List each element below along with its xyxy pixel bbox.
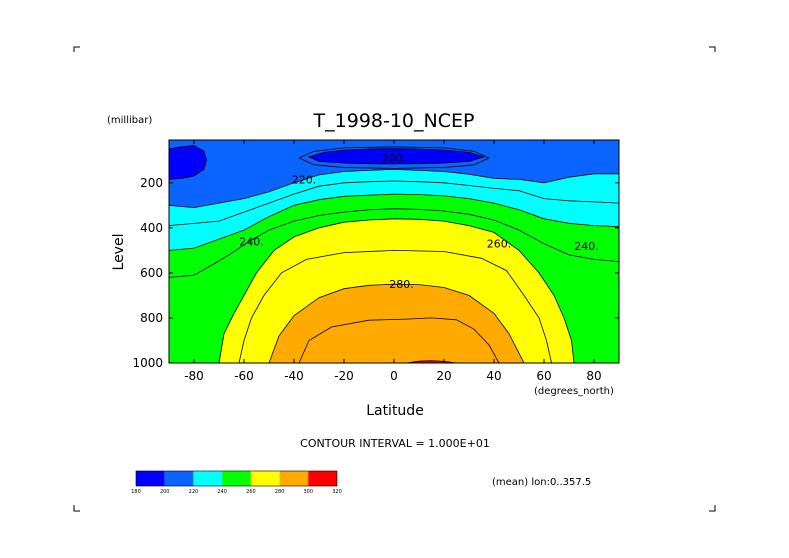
y-axis: 200 400 600 800 1000	[132, 176, 619, 370]
contour-label-0: 200.	[382, 152, 407, 165]
corner-marks	[73, 46, 716, 512]
colorbar-label: 220	[189, 489, 199, 495]
footer-mean-lon: (mean) lon:0..357.5	[492, 477, 591, 488]
x-tick-label: -40	[284, 369, 304, 383]
colorbar-label: 200	[160, 489, 170, 495]
region-temp-280-300	[268, 283, 525, 363]
y-tick-label: 800	[140, 311, 163, 325]
isotherm-270	[238, 249, 552, 363]
colorbar-swatch	[164, 471, 194, 486]
corner-mark-top-right	[709, 46, 716, 52]
isotherm-230	[169, 180, 619, 226]
x-tick-label: 0	[390, 369, 398, 383]
contour-lines	[169, 146, 619, 363]
contour-label-3: 240.	[574, 240, 599, 253]
x-units-label: (degrees_north)	[534, 386, 614, 397]
colorbar-label: 320	[332, 489, 342, 495]
x-tick-label: 40	[486, 369, 501, 383]
contour-labels: 200. 220. 240. 240. 260. 280.	[239, 152, 599, 291]
corner-mark-bottom-right	[709, 505, 716, 512]
contour-label-5: 280.	[389, 278, 414, 291]
isotherm-250	[169, 208, 619, 278]
region-temp-180-200-band	[307, 148, 486, 165]
corner-mark-bottom-left	[73, 505, 80, 512]
x-axis: -80 -60 -40 -20 0 20 40 60 80	[184, 140, 602, 383]
isotherm-210	[298, 146, 490, 169]
contour-label-2: 240.	[239, 235, 264, 248]
colorbar-swatch	[136, 471, 165, 486]
x-tick-label: 60	[536, 369, 551, 383]
contour-plot-area	[169, 140, 619, 363]
x-tick-label: -80	[184, 369, 204, 383]
colorbar-swatch	[250, 471, 280, 486]
colorbar-swatch	[222, 471, 251, 486]
y-tick-label: 1000	[132, 356, 163, 370]
contour-interval-text: CONTOUR INTERVAL = 1.000E+01	[300, 437, 490, 450]
colorbar-label: 260	[246, 489, 256, 495]
x-tick-label: 80	[586, 369, 601, 383]
region-temp-180-200-southpole	[169, 145, 207, 180]
x-axis-title: Latitude	[366, 403, 424, 419]
y-tick-label: 200	[140, 176, 163, 190]
y-tick-label: 600	[140, 266, 163, 280]
x-tick-label: -60	[234, 369, 254, 383]
y-units-label: (millibar)	[107, 115, 152, 126]
contour-label-4: 260.	[487, 238, 512, 251]
colorbar-frame	[135, 470, 338, 487]
x-tick-label: -20	[334, 369, 354, 383]
corner-mark-top-left	[73, 46, 80, 52]
colorbar-swatch	[308, 471, 337, 486]
colorbar-label: 240	[217, 489, 227, 495]
x-tick-label: 20	[436, 369, 451, 383]
isotherm-290	[298, 317, 500, 363]
colorbar-label: 180	[131, 489, 141, 495]
colorbar-label: 280	[275, 489, 285, 495]
contour-label-1: 220.	[292, 173, 317, 186]
y-axis-title: Level	[111, 234, 127, 271]
chart-title: T_1998-10_NCEP	[313, 110, 475, 132]
colorbar: 180 200 220 240 260 280 300 320	[131, 470, 342, 495]
colorbar-swatch	[279, 471, 309, 486]
colorbar-label: 300	[304, 489, 314, 495]
colorbar-swatch	[193, 471, 223, 486]
y-tick-label: 400	[140, 221, 163, 235]
